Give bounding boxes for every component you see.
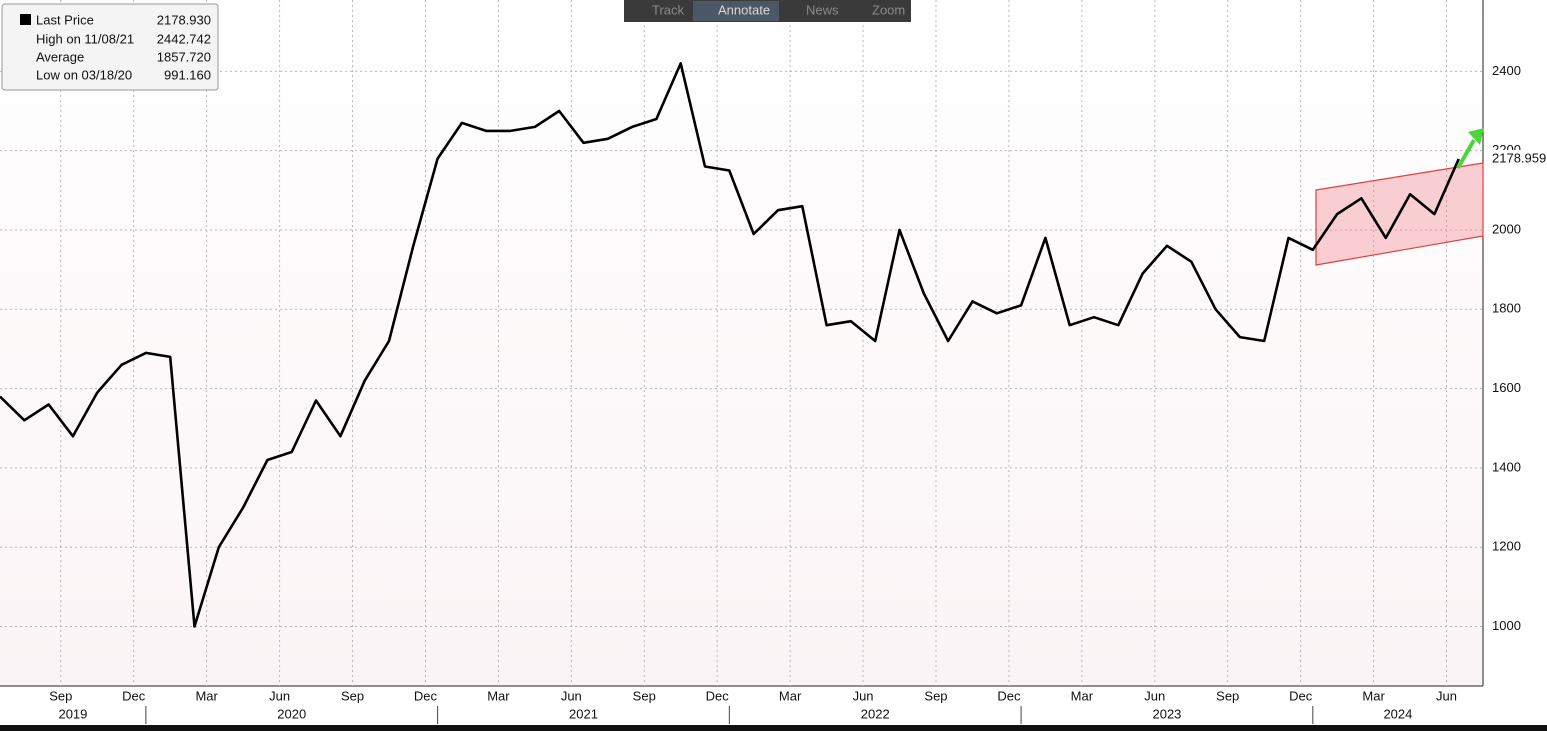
legend-label: Last Price <box>36 12 94 27</box>
x-tick-label: Mar <box>1071 688 1094 703</box>
trend-arrow <box>1456 128 1484 169</box>
x-tick-label: Jun <box>561 688 582 703</box>
year-label: 2022 <box>861 706 890 721</box>
x-tick-label: Dec <box>414 688 438 703</box>
x-tick-label: Jun <box>269 688 290 703</box>
year-label: 2020 <box>277 706 306 721</box>
x-tick-label: Dec <box>122 688 146 703</box>
x-tick-label: Mar <box>487 688 510 703</box>
x-tick-label: Mar <box>195 688 218 703</box>
y-tick-label: 2000 <box>1492 221 1521 236</box>
year-label: 2024 <box>1383 706 1412 721</box>
year-label: 2023 <box>1152 706 1181 721</box>
legend-bg <box>1 3 219 91</box>
toolbar-active <box>693 1 779 21</box>
toolbar: Track Annotate News Zoom <box>624 0 911 22</box>
legend-value: 2442.742 <box>157 31 211 46</box>
legend-label: Low on 03/18/20 <box>36 67 132 82</box>
bottom-bar <box>0 725 1547 731</box>
x-tick-label: Dec <box>997 688 1021 703</box>
toolbar-button[interactable]: Track <box>652 2 685 17</box>
y-tick-label: 1000 <box>1492 618 1521 633</box>
plot-area <box>0 0 1483 686</box>
arrow-head <box>1468 128 1484 145</box>
x-tick-label: Dec <box>706 688 730 703</box>
legend-label: Average <box>36 49 84 64</box>
year-label: 2021 <box>569 706 598 721</box>
legend-label: High on 11/08/21 <box>36 31 134 46</box>
y-tick-label: 2400 <box>1492 63 1521 78</box>
x-tick-label: Jun <box>1144 688 1165 703</box>
x-tick-label: Sep <box>1216 688 1239 703</box>
x-tick-label: Sep <box>49 688 72 703</box>
y-tick-label: 1400 <box>1492 459 1521 474</box>
x-tick-label: Dec <box>1289 688 1313 703</box>
toolbar-button[interactable]: Annotate <box>718 2 770 17</box>
price-line <box>0 62 1460 628</box>
last-price-tag: 2178.959 <box>1492 150 1546 165</box>
x-tick-label: Jun <box>853 688 874 703</box>
x-tick-label: Sep <box>924 688 947 703</box>
legend-panel: Last Price 2178.930 High on 11/08/21 244… <box>1 3 219 91</box>
y-tick-label: 1200 <box>1492 539 1521 554</box>
grid <box>0 0 1483 686</box>
series <box>0 62 1460 628</box>
x-tick-label: Mar <box>1362 688 1385 703</box>
toolbar-button[interactable]: Zoom <box>872 2 905 17</box>
arrow-shaft <box>1456 139 1476 169</box>
legend-value: 991.160 <box>164 67 211 82</box>
x-tick-label: Jun <box>1436 688 1457 703</box>
x-tick-label: Sep <box>341 688 364 703</box>
y-tick-label: 1800 <box>1492 301 1521 316</box>
toolbar-button[interactable]: News <box>806 2 839 17</box>
x-tick-label: Mar <box>779 688 802 703</box>
legend-value: 2178.930 <box>157 12 211 27</box>
legend-value: 1857.720 <box>157 49 211 64</box>
legend-swatch <box>20 14 31 25</box>
y-tick-label: 1600 <box>1492 380 1521 395</box>
last-price-tag-bg <box>1486 150 1547 169</box>
year-label: 2019 <box>58 706 87 721</box>
x-tick-label: Sep <box>633 688 656 703</box>
